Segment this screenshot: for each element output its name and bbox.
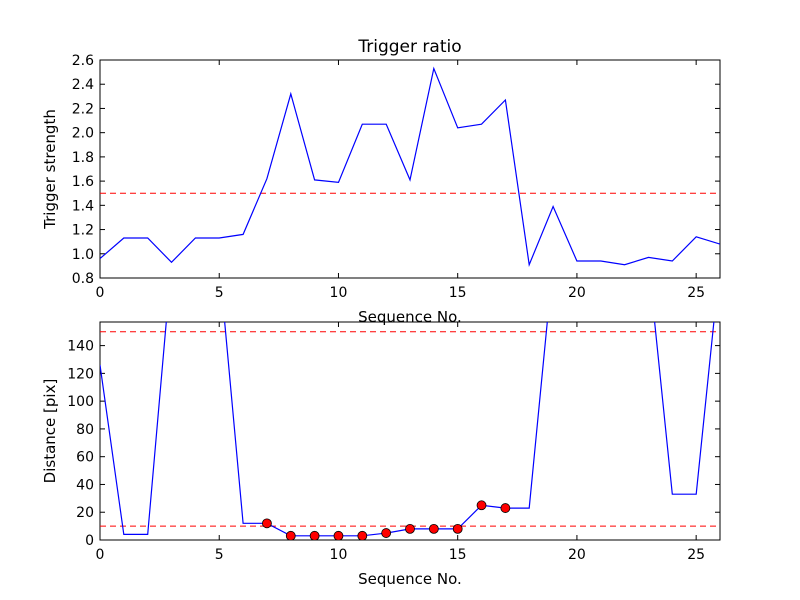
chart-panel-0: 0 5 10 15 20 25 0.8 1.0 1.2 1.4 1.6 1.8 2.0 2.2 2.4 2.6… xyxy=(41,37,721,326)
y-tick-label: 0.8 xyxy=(72,271,94,287)
x-tick-label: 5 xyxy=(215,547,224,563)
data-point xyxy=(476,500,487,511)
series-line xyxy=(100,66,720,267)
data-point xyxy=(381,528,392,538)
y-tick-label: 2.2 xyxy=(72,101,94,117)
y-tick-label: 80 xyxy=(76,422,94,438)
y-axis-label: Distance [pix] xyxy=(41,379,59,484)
y-axis-label: Trigger strength xyxy=(41,109,59,230)
y-tick-label: 2.0 xyxy=(72,126,94,142)
data-layer xyxy=(100,66,720,267)
data-point xyxy=(262,518,272,529)
y-tick-label: 60 xyxy=(76,450,94,466)
data-point xyxy=(405,523,415,534)
data-point xyxy=(500,503,511,513)
plot-frame xyxy=(99,321,721,541)
data-point xyxy=(452,523,463,534)
y-tick-label: 0 xyxy=(85,533,94,549)
chart-panel-1: 0 5 10 15 20 25 0 20 40 60 80 100 120 140 Sequence No.… xyxy=(41,321,721,588)
series-line xyxy=(100,322,715,537)
y-tick-label: 1.4 xyxy=(72,198,94,214)
x-axis-label: Sequence No. xyxy=(358,570,462,588)
y-tick-label: 1.0 xyxy=(72,247,94,263)
data-point xyxy=(357,530,368,540)
y-tick-label: 1.8 xyxy=(72,150,94,166)
y-tick-label: 120 xyxy=(67,366,94,382)
x-tick-label: 15 xyxy=(449,285,467,301)
chart-title: Trigger ratio xyxy=(357,37,461,57)
x-tick-label: 20 xyxy=(568,285,586,301)
x-tick-label: 25 xyxy=(687,285,705,301)
x-tick-label: 5 xyxy=(215,285,224,301)
y-tick-label: 100 xyxy=(67,394,94,410)
y-tick-label: 2.6 xyxy=(72,53,94,69)
y-tick-label: 20 xyxy=(76,505,94,521)
data-point xyxy=(285,530,296,540)
x-tick-label: 10 xyxy=(330,547,348,563)
y-tick-label: 1.2 xyxy=(72,223,94,239)
data-point xyxy=(428,523,439,534)
data-point xyxy=(333,530,344,540)
x-tick-label: 25 xyxy=(687,547,705,563)
x-axis-label: Sequence No. xyxy=(358,308,462,326)
data-layer xyxy=(100,322,720,540)
x-tick-label: 0 xyxy=(96,547,105,563)
y-tick-label: 140 xyxy=(67,339,94,355)
plot-frame xyxy=(99,59,721,279)
x-tick-label: 15 xyxy=(449,547,467,563)
data-point xyxy=(309,530,320,540)
y-tick-label: 40 xyxy=(76,477,94,493)
y-tick-label: 1.6 xyxy=(72,174,94,190)
y-tick-label: 2.4 xyxy=(72,77,94,93)
x-tick-label: 20 xyxy=(568,547,586,563)
x-tick-label: 10 xyxy=(330,285,348,301)
x-tick-label: 0 xyxy=(96,285,105,301)
